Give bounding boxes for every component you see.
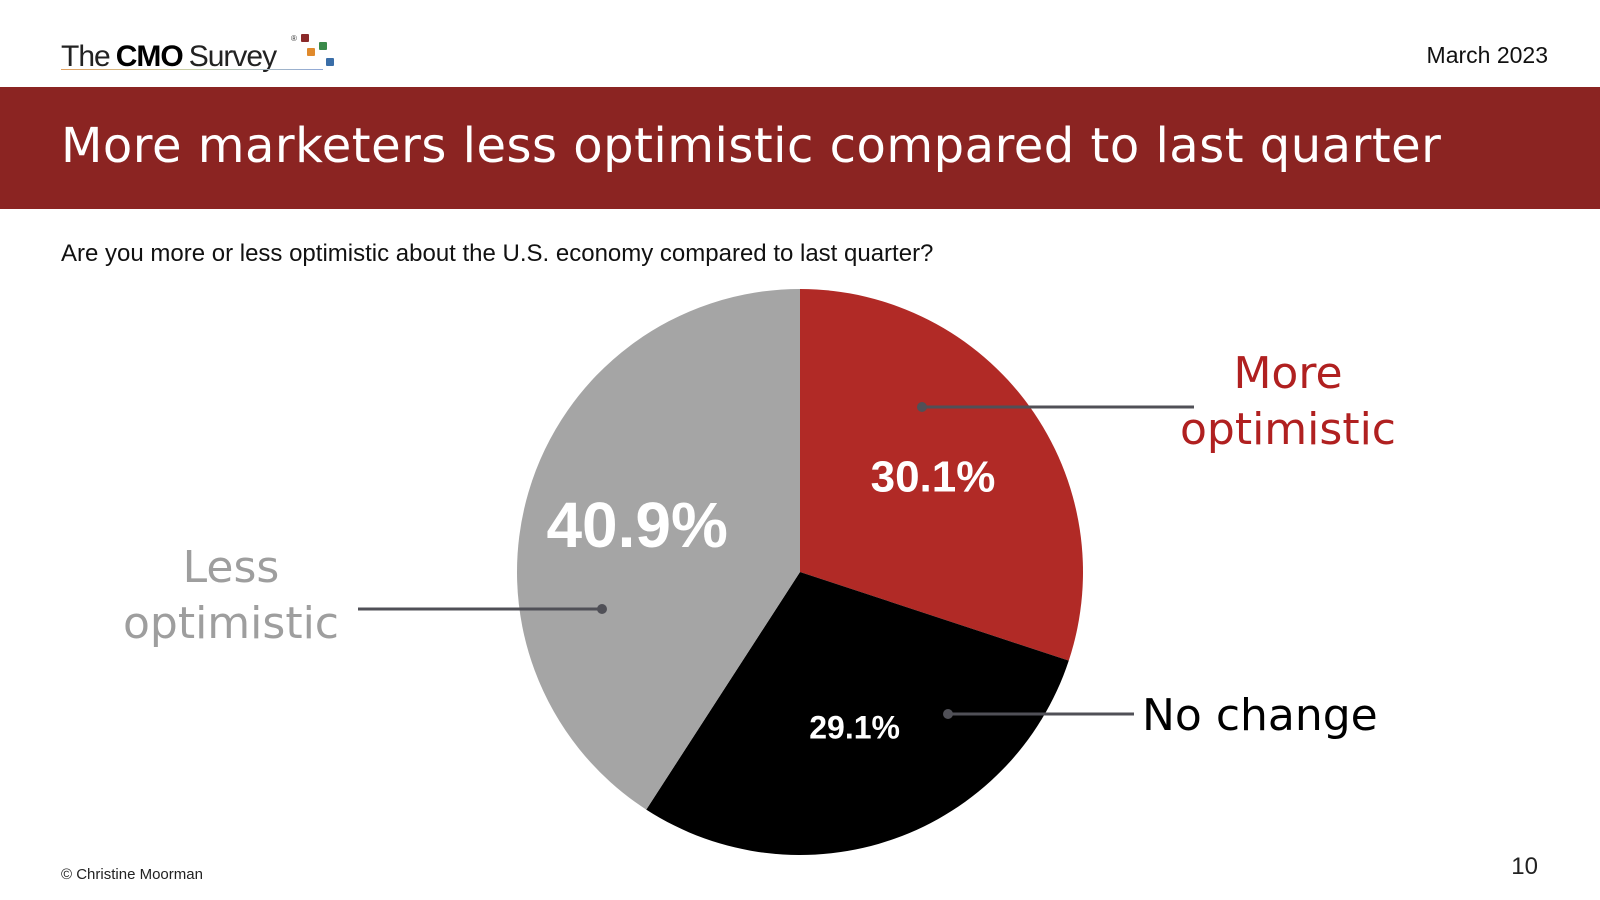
page-number: 10	[1511, 853, 1538, 880]
pie-slice-no-change	[646, 572, 1069, 856]
pie-slice-more-optimistic	[800, 289, 1084, 661]
legend-label-more-optimistic: More optimistic	[1160, 346, 1416, 458]
label-less-line-1: Less	[182, 542, 280, 593]
logo-underline	[61, 69, 323, 70]
survey-date: March 2023	[1426, 42, 1548, 68]
pie-slice-less-optimistic	[517, 289, 800, 810]
slice-value-label-more-optimistic: 30.1%	[871, 453, 996, 502]
label-more-line-2: optimistic	[1179, 404, 1396, 455]
slide-title: More marketers less optimistic compared …	[61, 118, 1442, 174]
cmo-survey-logo: The CMO Survey ®	[61, 32, 334, 73]
logo-cmo: CMO	[115, 40, 184, 73]
logo-square-red-icon	[301, 34, 309, 42]
slice-value-label-no-change: 29.1%	[809, 709, 900, 745]
logo-square-orange-icon	[307, 48, 315, 56]
label-none-line-1: No change	[1142, 690, 1378, 741]
legend-label-less-optimistic: Less optimistic	[115, 540, 347, 652]
logo-square-green-icon	[319, 42, 327, 50]
logo-registered-mark: ®	[291, 34, 297, 43]
logo-survey: Survey	[188, 40, 277, 73]
survey-question: Are you more or less optimistic about th…	[61, 240, 934, 267]
slice-value-label-less-optimistic: 40.9%	[546, 489, 727, 561]
legend-label-no-change: No change	[1142, 688, 1378, 744]
copyright-notice: © Christine Moorman	[61, 866, 203, 883]
leader-dot-less-optimistic	[597, 604, 607, 614]
logo-the: The	[61, 40, 111, 73]
label-more-line-1: More	[1233, 348, 1343, 399]
logo-wordmark: The CMO Survey	[61, 40, 277, 73]
leader-dot-no-change	[943, 709, 953, 719]
logo-square-blue-icon	[326, 58, 334, 66]
leader-dot-more-optimistic	[917, 402, 927, 412]
label-less-line-2: optimistic	[122, 598, 339, 649]
title-banner	[0, 87, 1600, 209]
